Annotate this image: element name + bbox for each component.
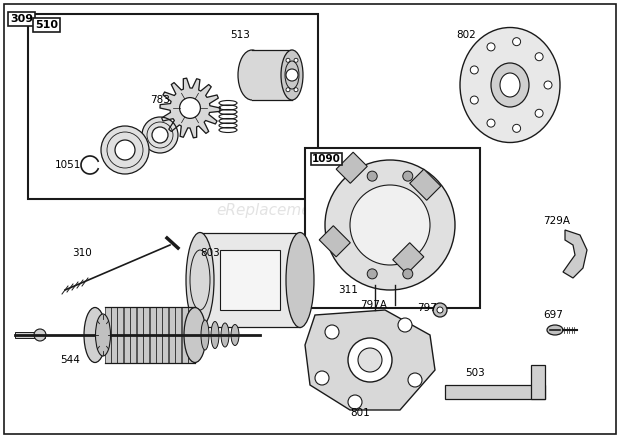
Circle shape (286, 69, 298, 81)
Circle shape (152, 127, 168, 143)
Circle shape (101, 126, 149, 174)
Circle shape (286, 58, 290, 62)
Circle shape (535, 53, 543, 61)
Bar (162, 307, 168, 363)
Circle shape (358, 348, 382, 372)
Circle shape (513, 38, 521, 46)
Ellipse shape (547, 325, 563, 335)
Ellipse shape (84, 307, 106, 363)
Ellipse shape (95, 314, 110, 356)
Circle shape (367, 171, 377, 181)
Ellipse shape (491, 63, 529, 107)
Circle shape (513, 124, 521, 132)
Bar (124, 307, 130, 363)
Ellipse shape (184, 307, 206, 363)
Bar (188, 307, 194, 363)
Circle shape (115, 140, 135, 160)
Circle shape (294, 88, 298, 92)
Bar (252, 50, 292, 100)
Text: 510: 510 (35, 20, 58, 30)
Circle shape (403, 171, 413, 181)
Text: 729A: 729A (543, 216, 570, 226)
Ellipse shape (500, 73, 520, 97)
Ellipse shape (286, 233, 314, 328)
Bar (410, 169, 441, 200)
Ellipse shape (238, 50, 266, 100)
Circle shape (535, 110, 543, 117)
Text: 311: 311 (338, 285, 358, 295)
Bar (143, 307, 149, 363)
Bar (220, 250, 280, 310)
Text: 1090: 1090 (312, 154, 341, 164)
Circle shape (315, 371, 329, 385)
Circle shape (487, 43, 495, 51)
Circle shape (325, 325, 339, 339)
Text: 797: 797 (417, 303, 437, 313)
Circle shape (294, 58, 298, 62)
Text: 309: 309 (10, 14, 33, 24)
Text: 802: 802 (456, 30, 476, 40)
Bar (111, 307, 117, 363)
Circle shape (433, 303, 447, 317)
Circle shape (437, 307, 443, 313)
Circle shape (286, 88, 290, 92)
Polygon shape (305, 310, 435, 410)
Bar (531, 365, 545, 399)
Bar (105, 307, 111, 363)
Circle shape (34, 329, 46, 341)
Text: 503: 503 (465, 368, 485, 378)
Bar (305, 148, 480, 308)
Text: 803: 803 (200, 248, 219, 258)
Circle shape (408, 373, 422, 387)
Bar (336, 152, 367, 183)
Bar (156, 307, 162, 363)
Circle shape (398, 318, 412, 332)
Text: eReplacementParts.com: eReplacementParts.com (216, 202, 404, 218)
Ellipse shape (325, 160, 455, 290)
Ellipse shape (211, 321, 219, 349)
Ellipse shape (350, 185, 430, 265)
Bar (319, 226, 350, 257)
Circle shape (544, 81, 552, 89)
Text: 544: 544 (60, 355, 80, 365)
Bar (137, 307, 143, 363)
Text: 801: 801 (350, 408, 370, 418)
Text: 310: 310 (72, 248, 92, 258)
Ellipse shape (201, 320, 209, 350)
Circle shape (180, 98, 200, 118)
Bar (445, 385, 545, 399)
Bar (150, 307, 156, 363)
Bar (117, 307, 123, 363)
Ellipse shape (460, 28, 560, 142)
Circle shape (142, 117, 178, 153)
Polygon shape (563, 230, 587, 278)
Circle shape (487, 119, 495, 127)
Text: 797A: 797A (360, 300, 387, 310)
Bar (200, 233, 300, 328)
Ellipse shape (231, 325, 239, 346)
Ellipse shape (186, 233, 214, 328)
Bar (28, 14, 318, 199)
Circle shape (348, 395, 362, 409)
Bar (392, 243, 424, 274)
Text: 783: 783 (150, 95, 170, 105)
Circle shape (348, 338, 392, 382)
Bar (130, 307, 136, 363)
Bar (15, 332, 45, 338)
Ellipse shape (281, 50, 303, 100)
Text: 513: 513 (230, 30, 250, 40)
Polygon shape (160, 78, 220, 138)
Circle shape (403, 269, 413, 279)
Bar (182, 307, 188, 363)
Bar (175, 307, 181, 363)
Circle shape (471, 66, 478, 74)
Circle shape (367, 269, 377, 279)
Ellipse shape (221, 323, 229, 347)
Text: 697: 697 (543, 310, 563, 320)
Text: 1051: 1051 (55, 160, 81, 170)
Bar (169, 307, 175, 363)
Circle shape (471, 96, 478, 104)
